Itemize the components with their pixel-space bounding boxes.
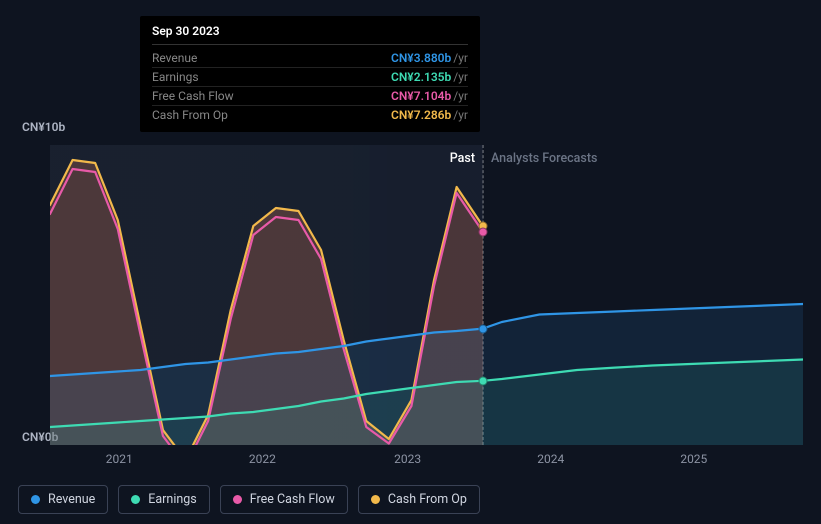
earnings-chart: CN¥10b CN¥0b Past Analysts Forecasts 202…: [18, 120, 803, 480]
plot-area[interactable]: Past Analysts Forecasts: [50, 145, 803, 445]
x-tick: 2021: [106, 452, 133, 466]
y-axis-top-label: CN¥10b: [22, 120, 65, 134]
tooltip-row-label: Earnings: [152, 70, 199, 84]
tooltip-row-label: Cash From Op: [152, 108, 228, 122]
legend-label: Cash From Op: [388, 492, 467, 507]
legend-item-earnings[interactable]: Earnings: [118, 485, 209, 514]
series-end-dot: [478, 376, 487, 385]
x-tick: 2024: [537, 452, 564, 466]
tooltip-rows: Revenue CN¥3.880b/yr Earnings CN¥2.135b/yr F…: [152, 49, 468, 124]
tooltip-row: Free Cash Flow CN¥7.104b/yr: [152, 87, 468, 106]
tooltip-row-value: CN¥2.135b/yr: [391, 70, 468, 84]
legend-item-free_cash_flow[interactable]: Free Cash Flow: [220, 485, 348, 514]
legend-dot-icon: [31, 495, 40, 504]
x-axis: 2021 2022 2023 2024 2025: [50, 452, 803, 472]
legend-dot-icon: [233, 495, 242, 504]
tooltip-row: Cash From Op CN¥7.286b/yr: [152, 106, 468, 124]
legend-dot-icon: [131, 495, 140, 504]
series-end-dot: [478, 228, 487, 237]
legend-dot-icon: [371, 495, 380, 504]
legend: Revenue Earnings Free Cash Flow Cash From O…: [18, 485, 480, 514]
tooltip-row-value: CN¥7.104b/yr: [391, 89, 468, 103]
x-tick: 2022: [249, 452, 276, 466]
series-svg: [50, 145, 803, 445]
tooltip-row-value: CN¥3.880b/yr: [391, 51, 468, 65]
legend-label: Earnings: [148, 492, 196, 507]
series-end-dot: [478, 324, 487, 333]
chart-tooltip: Sep 30 2023 Revenue CN¥3.880b/yr Earnings C…: [140, 16, 480, 132]
legend-item-cash_from_op[interactable]: Cash From Op: [358, 485, 480, 514]
legend-label: Free Cash Flow: [250, 492, 335, 507]
tooltip-row: Revenue CN¥3.880b/yr: [152, 49, 468, 68]
tooltip-row-value: CN¥7.286b/yr: [391, 108, 468, 122]
tooltip-row: Earnings CN¥2.135b/yr: [152, 68, 468, 87]
tooltip-row-label: Free Cash Flow: [152, 89, 234, 103]
legend-label: Revenue: [48, 492, 95, 507]
tooltip-date: Sep 30 2023: [152, 24, 468, 45]
x-tick: 2023: [394, 452, 421, 466]
x-tick: 2025: [680, 452, 707, 466]
legend-item-revenue[interactable]: Revenue: [18, 485, 108, 514]
tooltip-row-label: Revenue: [152, 51, 197, 65]
